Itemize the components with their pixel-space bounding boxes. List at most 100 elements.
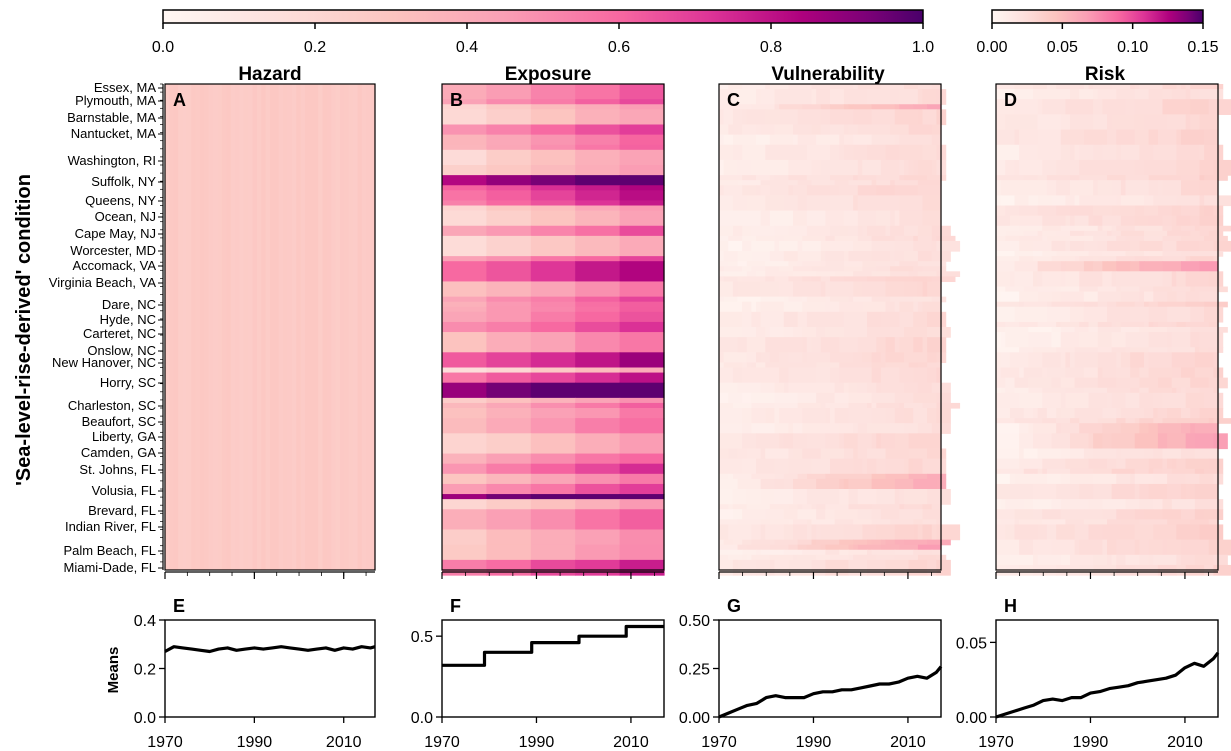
heatmap-cell [996, 347, 1020, 353]
heatmap-cell [820, 159, 840, 176]
heatmap-cell [1037, 448, 1053, 460]
heatmap-cell [783, 301, 803, 313]
heatmap-cell [922, 175, 928, 181]
heatmap-cell [820, 276, 831, 283]
heatmap-cell [913, 159, 919, 176]
heatmap-cell [1060, 554, 1071, 566]
heatmap-cell [880, 159, 900, 176]
heatmap-cell [486, 149, 532, 166]
heatmap-cell [575, 509, 621, 531]
heatmap-cell [442, 483, 487, 495]
heatmap-cell [486, 281, 532, 298]
heatmap-cell [1194, 473, 1201, 485]
county-label: Horry, SC [100, 375, 156, 390]
heatmap-cell [1014, 215, 1020, 227]
heatmap-cell [1111, 468, 1122, 475]
heatmap-cell [1042, 271, 1062, 288]
heatmap-cell [1130, 367, 1140, 379]
heatmap-cell [530, 311, 576, 323]
heatmap-cell [1019, 291, 1039, 303]
heatmap-cell [742, 392, 752, 404]
heatmap-cell [769, 559, 776, 576]
heatmap-cell [1204, 129, 1219, 146]
heatmap-cell [1111, 230, 1122, 237]
heatmap-cell [619, 367, 665, 374]
heatmap-cell [917, 281, 924, 298]
heatmap-cell [1009, 483, 1034, 500]
heatmap-cell [769, 554, 794, 561]
heatmap-cell [843, 524, 863, 541]
heatmap-cell [442, 144, 487, 151]
heatmap-cell [867, 559, 887, 576]
heatmap-cell [899, 362, 910, 369]
heatmap-cell [825, 296, 831, 303]
heatmap-cell [575, 256, 621, 262]
heatmap-cell [1157, 159, 1177, 176]
heatmap-cell [442, 296, 487, 303]
heatmap-cell [862, 225, 868, 237]
heatmap-cell [825, 266, 845, 272]
heatmap-cell [996, 448, 1020, 460]
heatmap-cell [746, 489, 762, 505]
x-tick-label: 1970 [701, 734, 737, 751]
heatmap-cell [1153, 448, 1164, 460]
heatmap-cell [1107, 387, 1131, 394]
heatmap-cell [802, 408, 817, 424]
heatmap-cell [742, 509, 766, 520]
heatmap-cell [1107, 306, 1131, 323]
heatmap-cell [1107, 114, 1113, 131]
heatmap-cell [876, 261, 896, 267]
heatmap-cell [931, 134, 942, 146]
heatmap-cell [996, 539, 1020, 556]
heatmap-cell [839, 539, 854, 546]
heatmap-cell [442, 235, 487, 257]
heatmap-cell [871, 402, 877, 409]
heatmap-cell [732, 195, 748, 212]
heatmap-cell [917, 159, 933, 176]
heatmap-cell [876, 175, 900, 181]
heatmap-cell [305, 84, 310, 570]
heatmap-cell [619, 544, 665, 561]
heatmap-cell [1097, 301, 1108, 308]
heatmap-cell [1079, 418, 1099, 424]
heatmap-cell [917, 84, 933, 90]
heatmap-cell [769, 175, 776, 181]
heatmap-cell [922, 281, 928, 298]
heatmap-cell [1190, 89, 1201, 100]
heatmap-cell [169, 84, 175, 570]
heatmap-cell [530, 499, 576, 510]
heatmap-cell [742, 225, 752, 237]
heatmap-cell [1033, 473, 1048, 485]
heatmap-cell [936, 367, 942, 384]
heatmap-cell [575, 301, 621, 308]
heatmap-cell [917, 362, 928, 369]
heatmap-cell [848, 473, 873, 480]
heatmap-cell [1083, 84, 1090, 90]
heatmap-cell [575, 453, 621, 465]
heatmap-cell [890, 210, 896, 227]
heatmap-cell [1144, 195, 1154, 207]
heatmap-cell [843, 134, 854, 146]
heatmap-frame [164, 83, 376, 571]
heatmap-cell [936, 240, 961, 252]
heatmap-cell [1181, 483, 1187, 500]
heatmap-cell [746, 362, 752, 369]
heatmap-cell [904, 423, 919, 434]
heatmap-cell [816, 362, 840, 369]
heatmap-cell [1190, 377, 1210, 389]
heatmap-cell [1116, 225, 1136, 232]
heatmap-cell [486, 144, 532, 151]
heatmap-cell [853, 458, 863, 475]
heatmap-cell [1194, 448, 1219, 460]
heatmap-cell [1005, 286, 1025, 293]
heatmap-cell [1116, 473, 1131, 485]
heatmap-cell [848, 382, 859, 394]
heatmap-cell [843, 210, 859, 227]
heatmap-cell [486, 352, 532, 369]
heatmap-cell [853, 109, 873, 126]
heatmap-cell [723, 296, 739, 303]
heatmap-cell [1111, 392, 1127, 409]
heatmap-cell [894, 240, 914, 252]
heatmap-cell [1162, 539, 1168, 556]
heatmap-cell [1074, 352, 1099, 369]
